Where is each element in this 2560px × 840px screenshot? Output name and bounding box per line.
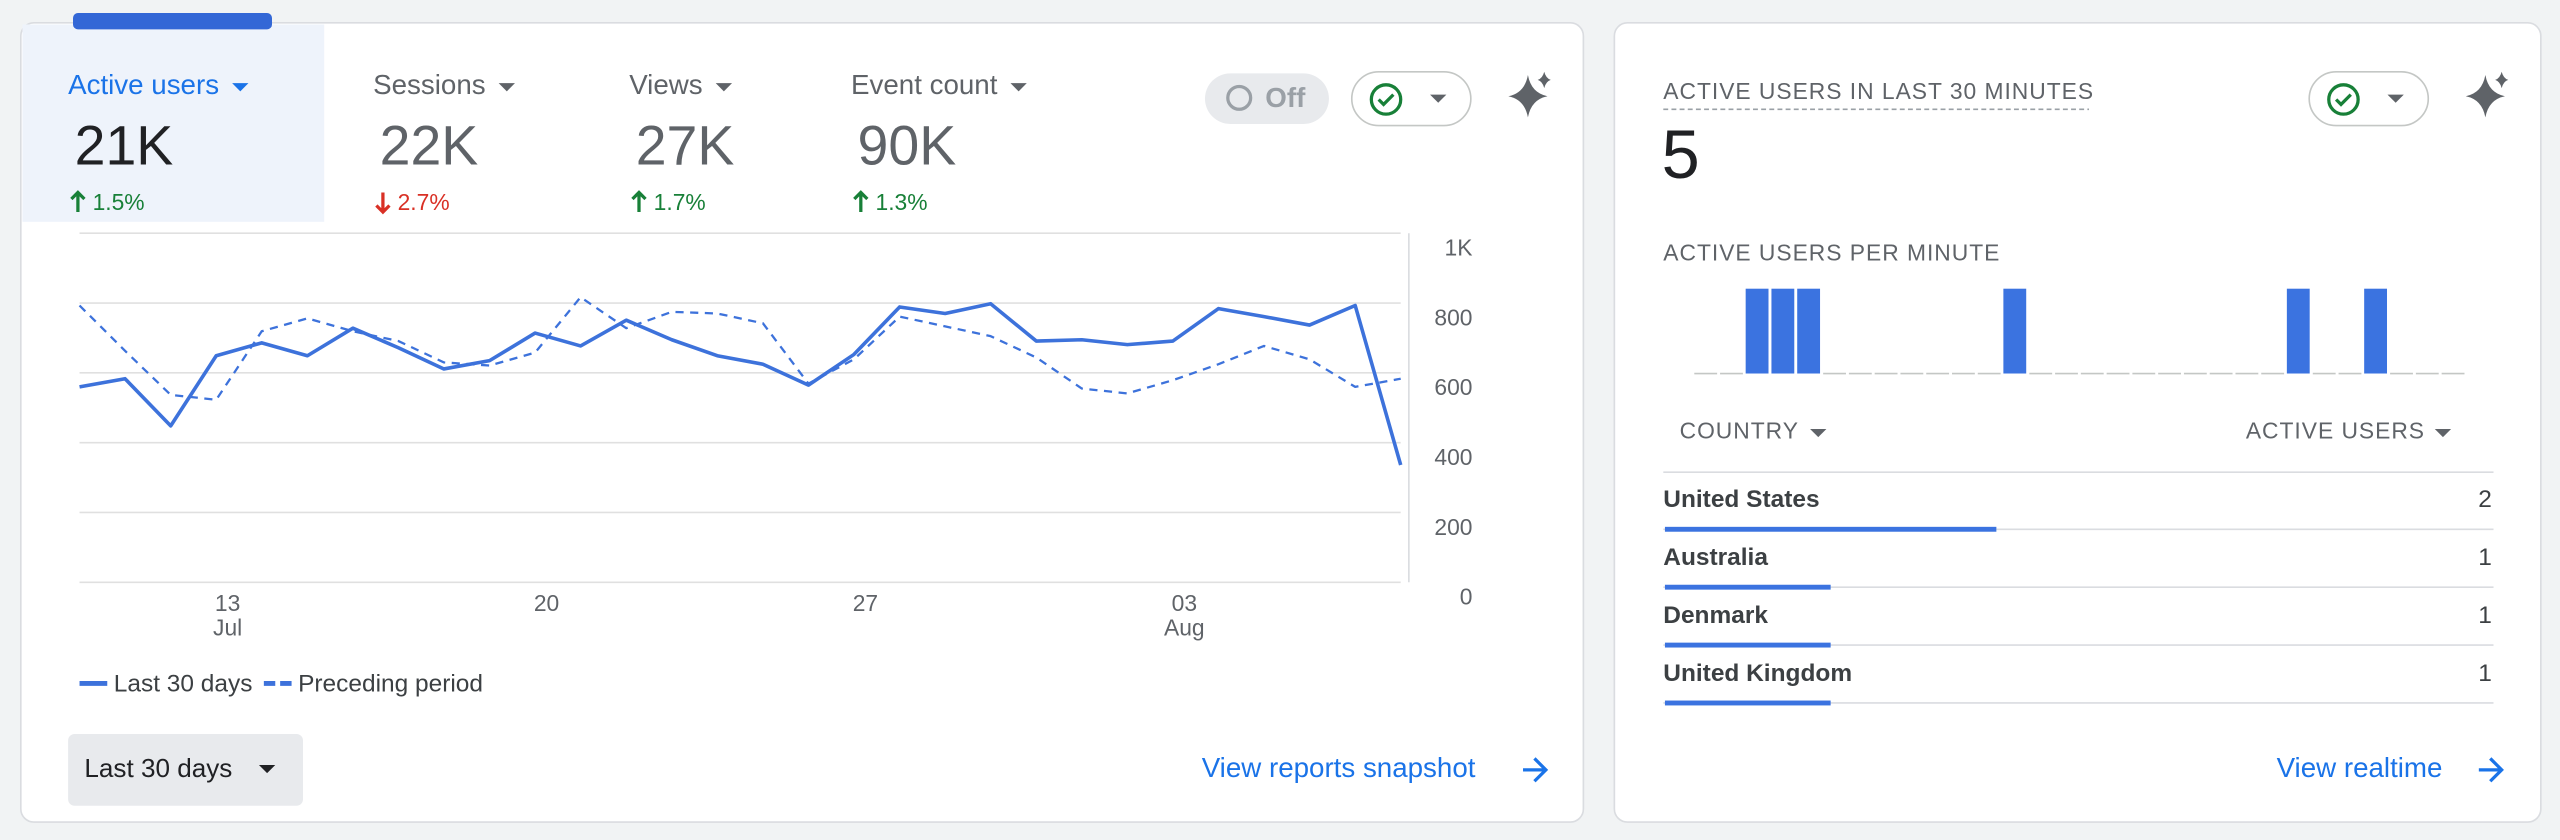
trend-arrow bbox=[70, 190, 86, 213]
metric-label[interactable]: Event count bbox=[851, 69, 998, 100]
minute-bar bbox=[2364, 288, 2388, 374]
table-header[interactable]: ACTIVE USERS bbox=[2246, 417, 2425, 443]
series-line bbox=[79, 301, 1403, 466]
date-range-button[interactable] bbox=[68, 733, 303, 806]
minute-bar bbox=[2003, 288, 2027, 374]
caret bbox=[1010, 83, 1027, 92]
check-mark bbox=[1377, 93, 1395, 107]
caret bbox=[1810, 428, 1827, 438]
reports-link[interactable]: View reports snapshot bbox=[1202, 752, 1476, 783]
metric-change: 1.5% bbox=[93, 189, 145, 215]
minute-bar bbox=[1797, 288, 1821, 374]
table-header[interactable]: COUNTRY bbox=[1680, 417, 1799, 443]
country-name: Denmark bbox=[1663, 602, 1768, 629]
caret bbox=[2434, 428, 2452, 438]
toggle-icon bbox=[1226, 84, 1253, 111]
arrow-icon bbox=[2478, 757, 2504, 783]
metric-value: 21K bbox=[75, 115, 174, 177]
caret bbox=[1430, 94, 1447, 103]
country-value: 1 bbox=[2478, 544, 2492, 571]
insights-icon[interactable] bbox=[2465, 71, 2509, 118]
insights-icon[interactable] bbox=[1508, 71, 1551, 118]
country-bar bbox=[1664, 526, 1997, 532]
check-icon bbox=[1369, 83, 1403, 116]
metric-value: 22K bbox=[380, 115, 479, 177]
country-value: 1 bbox=[2478, 660, 2492, 687]
metric-label[interactable]: Views bbox=[629, 69, 702, 100]
metric-value: 90K bbox=[858, 115, 957, 177]
metric-label[interactable]: Sessions bbox=[373, 69, 485, 100]
date-range-label: Last 30 days bbox=[84, 753, 232, 783]
caret bbox=[232, 83, 249, 92]
country-bar bbox=[1664, 642, 1831, 648]
minute-bar bbox=[2286, 288, 2310, 374]
x-tick-label: 20 bbox=[534, 590, 559, 616]
realtime-card bbox=[1613, 22, 2542, 823]
realtime-link[interactable]: View realtime bbox=[2277, 752, 2443, 783]
metric-change: 2.7% bbox=[398, 189, 450, 215]
country-bar bbox=[1664, 584, 1831, 590]
trend-arrow bbox=[853, 190, 869, 213]
tab-indicator bbox=[73, 13, 273, 30]
y-tick-label: 600 bbox=[1434, 374, 1472, 400]
y-tick-label: 1K bbox=[1445, 235, 1473, 261]
status-dropdown[interactable] bbox=[2308, 70, 2430, 127]
country-value: 2 bbox=[2478, 486, 2492, 513]
caret bbox=[715, 83, 733, 92]
check-icon bbox=[2327, 83, 2360, 116]
realtime-total: 5 bbox=[1662, 116, 1700, 193]
caret bbox=[2387, 94, 2404, 103]
metric-change: 1.3% bbox=[875, 189, 927, 215]
metric-value: 27K bbox=[636, 115, 735, 177]
metric-change: 1.7% bbox=[654, 189, 706, 215]
per-minute-title: ACTIVE USERS PER MINUTE bbox=[1663, 239, 2000, 265]
series-line bbox=[78, 296, 1401, 401]
x-tick-label: 03 bbox=[1172, 590, 1197, 616]
x-tick-label: 27 bbox=[853, 590, 878, 616]
status-dropdown[interactable] bbox=[1350, 70, 1472, 127]
trend-arrow bbox=[631, 190, 647, 213]
overview-card bbox=[20, 22, 1585, 823]
metric-label[interactable]: Active users bbox=[68, 69, 219, 100]
x-tick-sublabel: Jul bbox=[213, 615, 242, 641]
x-tick-sublabel: Aug bbox=[1164, 615, 1205, 641]
minute-bar bbox=[1745, 288, 1769, 374]
y-tick-label: 400 bbox=[1434, 444, 1472, 470]
legend-label: Last 30 days bbox=[114, 671, 253, 698]
country-name: Australia bbox=[1663, 544, 1768, 571]
country-name: United States bbox=[1663, 486, 1819, 513]
country-value: 1 bbox=[2478, 602, 2492, 629]
caret bbox=[498, 83, 515, 92]
x-tick-label: 13 bbox=[215, 590, 240, 616]
toggle-label: Off bbox=[1265, 82, 1306, 113]
minute-bar bbox=[1771, 288, 1795, 374]
trend-arrow bbox=[375, 192, 391, 215]
check-mark bbox=[2334, 93, 2352, 107]
arrow-icon bbox=[1523, 757, 1549, 783]
y-tick-label: 0 bbox=[1460, 584, 1473, 610]
y-tick-label: 800 bbox=[1434, 304, 1472, 330]
legend-label: Preceding period bbox=[298, 671, 483, 698]
country-name: United Kingdom bbox=[1663, 660, 1852, 687]
y-tick-label: 200 bbox=[1434, 514, 1472, 540]
caret bbox=[258, 764, 276, 774]
realtime-title: ACTIVE USERS IN LAST 30 MINUTES bbox=[1663, 78, 2094, 104]
selected-tab-bg bbox=[22, 24, 325, 222]
country-bar bbox=[1664, 700, 1831, 706]
